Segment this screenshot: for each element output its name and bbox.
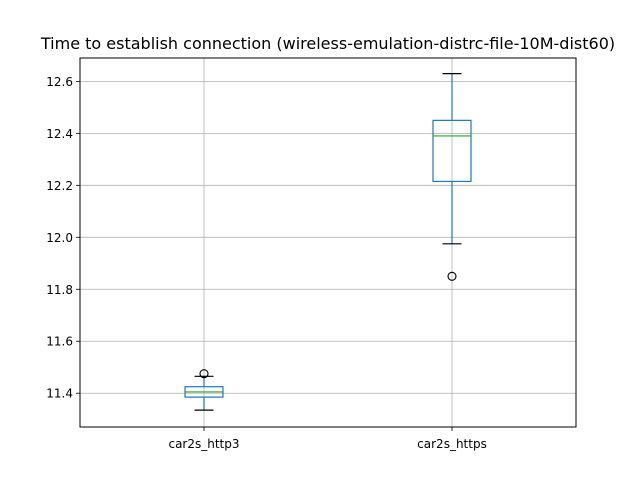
ticks: 11.4 11.6 11.8 12.0 12.2 12.4 12.6 car2s_http3 c…: [46, 75, 487, 451]
y-tick-label: 12.6: [46, 75, 73, 89]
y-tick-label: 12.4: [46, 127, 73, 141]
plot-area-frame: [79, 57, 577, 428]
chart-title: Time to establish connection (wireless-e…: [40, 34, 615, 53]
y-tick-label: 12.2: [46, 179, 73, 193]
y-tick-label: 12.0: [46, 231, 73, 245]
box-car2s_http3: [184, 369, 224, 411]
y-tick-label: 11.8: [46, 283, 73, 297]
grid: [80, 58, 576, 427]
x-tick-label: car2s_https: [417, 437, 487, 451]
outlier-point: [447, 271, 457, 281]
y-tick-label: 11.4: [46, 387, 73, 401]
x-tick-label: car2s_http3: [168, 437, 239, 451]
box-car2s_https: [432, 72, 472, 281]
iqr-box: [432, 119, 472, 183]
outlier-point: [199, 369, 209, 379]
boxes: [184, 72, 472, 411]
y-tick-label: 11.6: [46, 335, 73, 349]
